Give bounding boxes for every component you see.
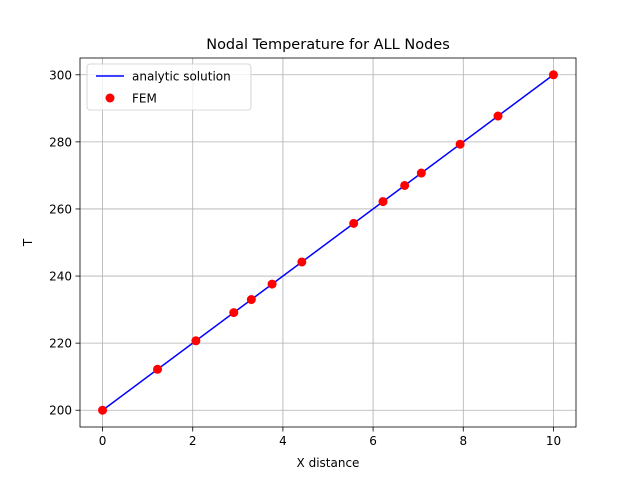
fem-data-point xyxy=(297,257,307,267)
legend-box xyxy=(86,63,252,111)
x-tick-label: 6 xyxy=(369,434,377,448)
fem-data-point xyxy=(246,295,256,305)
y-tick-label: 300 xyxy=(49,68,72,82)
y-axis-label: T xyxy=(21,238,35,247)
y-tick-label: 200 xyxy=(49,404,72,418)
plot-area-frame xyxy=(79,57,577,428)
analytic-solution-line xyxy=(102,74,554,411)
fem-data-point xyxy=(493,111,503,121)
x-tick-label: 2 xyxy=(189,434,197,448)
x-tick-label: 0 xyxy=(99,434,107,448)
fem-data-point xyxy=(191,336,201,346)
fem-data-point xyxy=(400,180,410,190)
x-tick-label: 8 xyxy=(459,434,467,448)
fem-data-point xyxy=(378,197,388,207)
y-tick-label: 260 xyxy=(49,202,72,216)
fem-data-point xyxy=(229,308,239,318)
fem-data-point xyxy=(455,139,465,149)
fem-data-point xyxy=(267,279,277,289)
axis-ticks: 0 2 4 6 8 10 200 220 240 260 280 300 xyxy=(49,68,561,448)
series-layer xyxy=(98,70,558,415)
legend-entry-label: FEM xyxy=(132,92,157,106)
fem-data-point xyxy=(98,405,108,415)
fem-data-point xyxy=(349,218,359,228)
x-axis-label: X distance xyxy=(297,456,360,470)
y-tick-label: 220 xyxy=(49,337,72,351)
fem-data-point xyxy=(153,364,163,374)
x-tick-label: 10 xyxy=(546,434,561,448)
y-tick-label: 280 xyxy=(49,135,72,149)
y-tick-label: 240 xyxy=(49,270,72,284)
fem-data-point xyxy=(416,168,426,178)
legend-marker-swatch xyxy=(105,93,115,103)
fem-data-point xyxy=(548,70,558,80)
chart-title: Nodal Temperature for ALL Nodes xyxy=(206,37,450,53)
x-tick-label: 4 xyxy=(279,434,287,448)
grid-lines xyxy=(80,58,576,427)
legend: analytic solution FEM xyxy=(86,63,252,111)
legend-entry-label: analytic solution xyxy=(132,70,231,84)
